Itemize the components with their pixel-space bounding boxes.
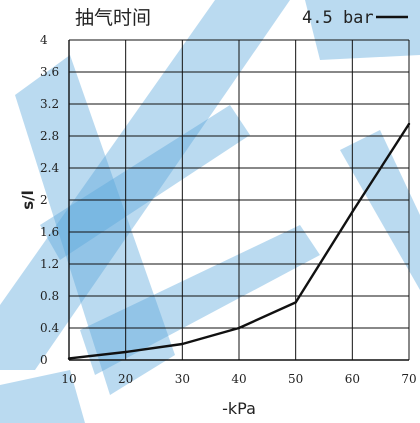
chart-title: 抽气时间 xyxy=(75,7,151,29)
plot-grid xyxy=(68,39,410,361)
y-tick-label: 1.6 xyxy=(40,225,59,239)
data-point xyxy=(67,357,71,360)
data-point xyxy=(407,122,411,126)
y-tick-label: 1.2 xyxy=(40,257,59,271)
legend-label: 4.5 bar xyxy=(302,8,374,28)
y-tick-label: 2.4 xyxy=(40,161,59,175)
x-tick-label: 70 xyxy=(401,372,416,386)
data-point xyxy=(351,210,354,214)
data-point xyxy=(181,342,184,346)
series-layer xyxy=(67,122,411,360)
data-point xyxy=(294,301,297,304)
y-tick-label: 0.8 xyxy=(40,289,59,303)
x-axis-ticks: 10 20 30 40 50 60 70 xyxy=(61,372,416,386)
x-tick-label: 40 xyxy=(231,372,246,386)
y-axis-label: s/l xyxy=(19,190,37,210)
x-tick-label: 60 xyxy=(345,372,360,386)
data-point xyxy=(237,326,241,330)
y-tick-label: 3.6 xyxy=(40,65,59,79)
x-tick-label: 50 xyxy=(288,372,303,386)
y-tick-label: 0 xyxy=(40,353,48,367)
data-point xyxy=(124,350,127,354)
x-tick-label: 20 xyxy=(118,372,133,386)
y-tick-label: 2.8 xyxy=(40,129,59,143)
x-axis-label: -kPa xyxy=(222,399,256,418)
y-axis-ticks: 0 0.4 0.8 1.2 1.6 2 2.4 2.8 3.2 3.6 4 xyxy=(40,33,59,367)
y-tick-label: 0.4 xyxy=(40,321,59,335)
x-tick-label: 30 xyxy=(175,372,190,386)
y-tick-label: 3.2 xyxy=(40,97,59,111)
x-tick-label: 10 xyxy=(61,372,76,386)
y-tick-label: 4 xyxy=(40,33,48,47)
y-tick-label: 2 xyxy=(40,193,48,207)
